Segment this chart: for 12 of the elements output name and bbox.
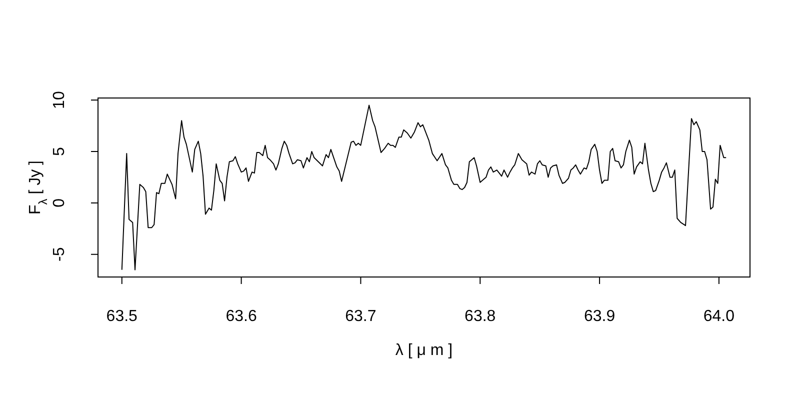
y-tick-label: 0: [51, 198, 68, 208]
y-tick-label: -5: [51, 247, 68, 262]
x-tick-label: 63.5: [106, 308, 138, 325]
y-tick-label: 10: [51, 91, 68, 109]
line-series: [121, 104, 727, 270]
y-tick-label: 5: [51, 146, 68, 156]
x-tick-label: 64.0: [703, 308, 735, 325]
x-axis-title: λ [ μ m ]: [395, 342, 453, 359]
x-tick-label: 63.9: [584, 308, 616, 325]
x-tick-label: 63.8: [464, 308, 496, 325]
x-tick-label: 63.6: [226, 308, 257, 325]
x-tick-label: 63.7: [345, 308, 376, 325]
